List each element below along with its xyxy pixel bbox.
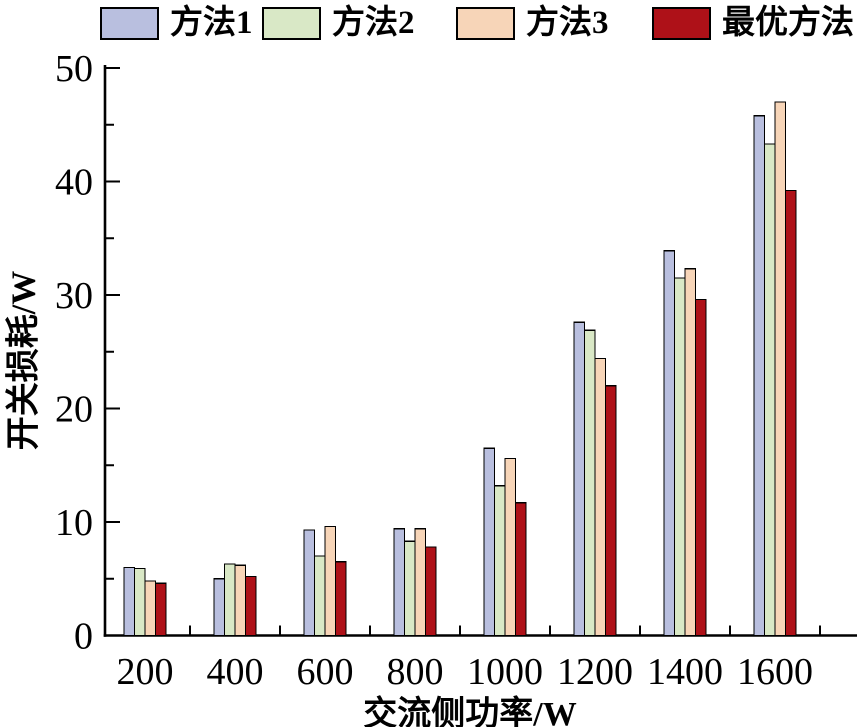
bar-方法3-600 <box>324 525 337 637</box>
bar-方法1-800 <box>393 528 406 637</box>
legend-swatch-method2 <box>262 6 321 40</box>
chart-legend: 方法1 方法2 方法3 最优方法 <box>0 0 859 48</box>
y-tick-label-40: 40 <box>55 162 93 204</box>
bar-最优方法-1200 <box>604 385 617 637</box>
bar-方法3-800 <box>414 528 427 637</box>
bar-方法2-400 <box>223 563 236 637</box>
bar-最优方法-200 <box>154 582 167 637</box>
bar-最优方法-1000 <box>514 502 527 637</box>
legend-swatch-method3 <box>456 6 515 40</box>
x-tick-label-1000: 1000 <box>467 651 543 693</box>
bar-最优方法-1600 <box>784 189 797 637</box>
x-tick-label-200: 200 <box>117 651 174 693</box>
legend-item-optimal: 最优方法 <box>652 5 854 41</box>
legend-label-method2: 方法2 <box>332 5 415 41</box>
bar-方法2-800 <box>403 540 416 637</box>
bar-方法3-1400 <box>684 268 697 637</box>
legend-label-optimal: 最优方法 <box>722 5 854 41</box>
legend-swatch-optimal <box>652 6 711 40</box>
bar-方法3-200 <box>144 580 157 637</box>
bar-方法2-200 <box>133 567 146 637</box>
bar-最优方法-1400 <box>694 298 707 637</box>
bar-方法2-600 <box>313 555 326 637</box>
bar-方法3-400 <box>234 564 247 637</box>
y-tick-label-50: 50 <box>55 48 93 90</box>
bar-方法1-200 <box>123 566 136 637</box>
y-tick-label-0: 0 <box>74 616 93 658</box>
bar-方法2-1200 <box>583 329 596 637</box>
bar-方法3-1000 <box>504 457 517 637</box>
bar-方法3-1600 <box>774 101 787 637</box>
legend-item-method1: 方法1 <box>100 5 253 41</box>
bar-方法1-1400 <box>663 250 676 637</box>
bar-方法1-1000 <box>483 447 496 637</box>
bar-方法1-400 <box>213 578 226 637</box>
legend-item-method2: 方法2 <box>262 5 415 41</box>
bar-方法2-1000 <box>493 485 506 637</box>
legend-swatch-method1 <box>100 6 159 40</box>
x-tick-label-800: 800 <box>387 651 444 693</box>
x-tick-label-600: 600 <box>297 651 354 693</box>
bar-方法3-1200 <box>594 357 607 637</box>
legend-label-method1: 方法1 <box>170 5 253 41</box>
x-tick-label-1600: 1600 <box>737 651 813 693</box>
x-tick-label-400: 400 <box>207 651 264 693</box>
x-axis-title: 交流侧功率/W <box>363 696 577 727</box>
bar-方法2-1600 <box>763 143 776 637</box>
y-tick-label-20: 20 <box>55 389 93 431</box>
y-tick-label-10: 10 <box>55 502 93 544</box>
bar-最优方法-800 <box>424 546 437 637</box>
bar-方法1-1200 <box>573 321 586 637</box>
x-tick-label-1400: 1400 <box>647 651 723 693</box>
bar-方法2-1400 <box>673 277 686 637</box>
bar-最优方法-400 <box>244 575 257 637</box>
bar-方法1-600 <box>303 529 316 637</box>
legend-item-method3: 方法3 <box>456 5 609 41</box>
bar-方法1-1600 <box>753 115 766 637</box>
y-tick-label-30: 30 <box>55 275 93 317</box>
bar-最优方法-600 <box>334 561 347 637</box>
legend-label-method3: 方法3 <box>526 5 609 41</box>
x-tick-label-1200: 1200 <box>557 651 633 693</box>
